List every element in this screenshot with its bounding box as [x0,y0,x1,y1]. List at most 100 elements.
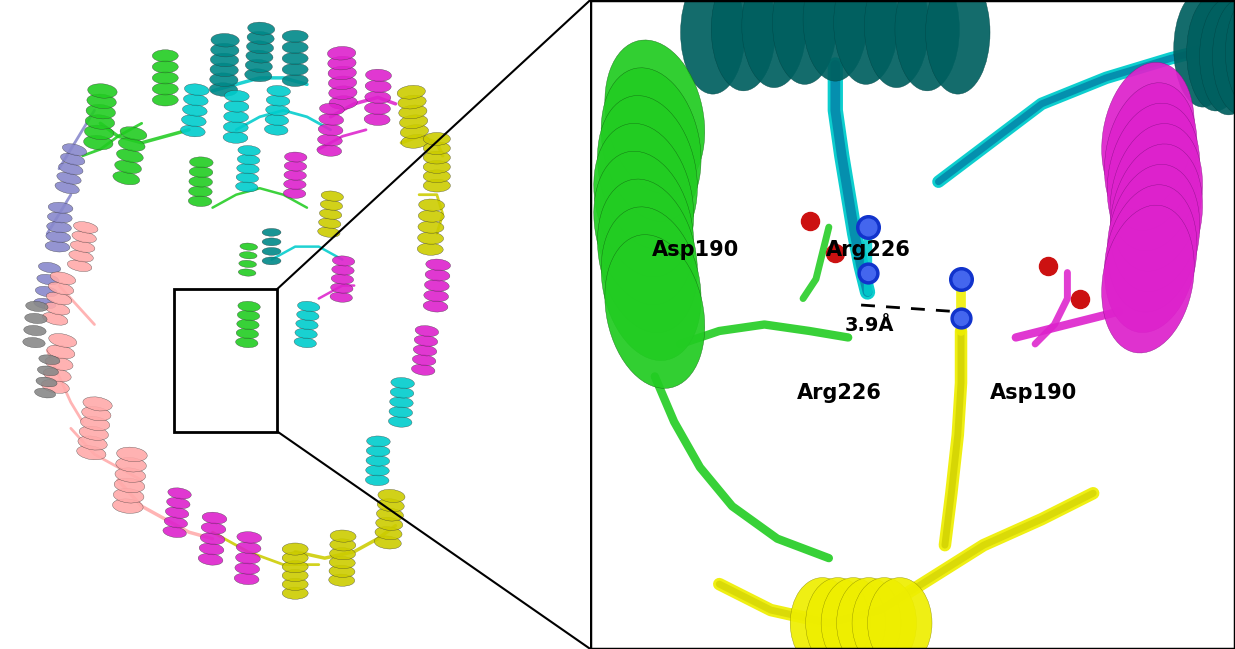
Ellipse shape [167,498,190,509]
Ellipse shape [237,532,262,543]
Ellipse shape [836,578,902,649]
Ellipse shape [803,0,867,81]
Ellipse shape [69,251,94,262]
Ellipse shape [417,232,443,244]
Ellipse shape [236,182,258,192]
Ellipse shape [120,127,147,140]
Ellipse shape [247,31,274,44]
Text: 3.9Å: 3.9Å [845,316,894,335]
Ellipse shape [377,498,404,512]
Ellipse shape [298,301,320,312]
Ellipse shape [1108,103,1199,251]
Ellipse shape [238,260,257,267]
Ellipse shape [282,75,309,86]
Ellipse shape [184,84,209,95]
Ellipse shape [262,228,282,236]
Ellipse shape [240,252,257,259]
Ellipse shape [601,207,701,361]
Ellipse shape [398,95,426,109]
Ellipse shape [35,388,56,398]
Ellipse shape [245,69,272,82]
Ellipse shape [594,151,694,305]
Bar [174,289,278,432]
Ellipse shape [198,554,222,565]
Ellipse shape [329,66,357,80]
Ellipse shape [112,171,140,185]
Ellipse shape [77,446,106,460]
Ellipse shape [419,199,445,211]
Ellipse shape [284,179,306,190]
Ellipse shape [414,336,437,347]
Ellipse shape [605,235,705,388]
Ellipse shape [236,337,258,348]
Ellipse shape [262,257,282,265]
Ellipse shape [189,186,212,197]
Ellipse shape [224,101,248,112]
Ellipse shape [33,299,56,309]
Ellipse shape [330,548,356,560]
Ellipse shape [56,182,79,194]
Ellipse shape [332,256,354,266]
Ellipse shape [399,115,427,129]
Ellipse shape [152,83,178,95]
Ellipse shape [199,543,224,555]
Ellipse shape [51,272,75,284]
Ellipse shape [317,134,342,146]
Ellipse shape [294,337,316,348]
Ellipse shape [48,334,77,347]
Ellipse shape [61,153,85,165]
Ellipse shape [327,47,356,60]
Ellipse shape [36,377,57,387]
Ellipse shape [319,218,341,228]
Ellipse shape [895,0,960,91]
Ellipse shape [284,170,306,180]
Ellipse shape [388,417,412,427]
Ellipse shape [426,259,451,271]
Ellipse shape [331,283,353,293]
Ellipse shape [320,209,342,219]
Ellipse shape [852,578,916,649]
Ellipse shape [224,121,248,133]
Ellipse shape [237,154,259,165]
Ellipse shape [83,397,112,411]
Ellipse shape [189,157,214,167]
Ellipse shape [377,508,404,521]
Ellipse shape [262,238,282,246]
Ellipse shape [424,300,448,312]
Ellipse shape [267,86,290,96]
Ellipse shape [330,530,356,542]
Ellipse shape [424,132,451,145]
Ellipse shape [319,124,343,136]
Ellipse shape [152,72,178,84]
Ellipse shape [367,446,390,456]
Ellipse shape [398,86,425,99]
Ellipse shape [246,60,273,73]
Ellipse shape [282,31,309,42]
Ellipse shape [48,202,73,214]
Ellipse shape [210,63,238,77]
Ellipse shape [266,115,289,125]
Ellipse shape [44,356,73,371]
Ellipse shape [424,170,451,183]
Ellipse shape [47,212,72,223]
Ellipse shape [364,114,390,125]
Ellipse shape [224,132,248,143]
Ellipse shape [210,82,237,96]
Ellipse shape [425,280,450,291]
Ellipse shape [164,517,188,528]
Ellipse shape [236,328,258,339]
Ellipse shape [296,310,319,321]
Ellipse shape [152,94,178,106]
Ellipse shape [295,328,317,339]
Ellipse shape [86,104,116,119]
Ellipse shape [366,465,389,476]
Ellipse shape [46,241,70,252]
Ellipse shape [282,42,309,53]
Ellipse shape [237,164,259,174]
Ellipse shape [189,167,212,177]
Ellipse shape [47,222,72,232]
Ellipse shape [711,0,776,91]
Ellipse shape [114,478,144,493]
Ellipse shape [237,319,259,330]
Ellipse shape [112,499,143,513]
